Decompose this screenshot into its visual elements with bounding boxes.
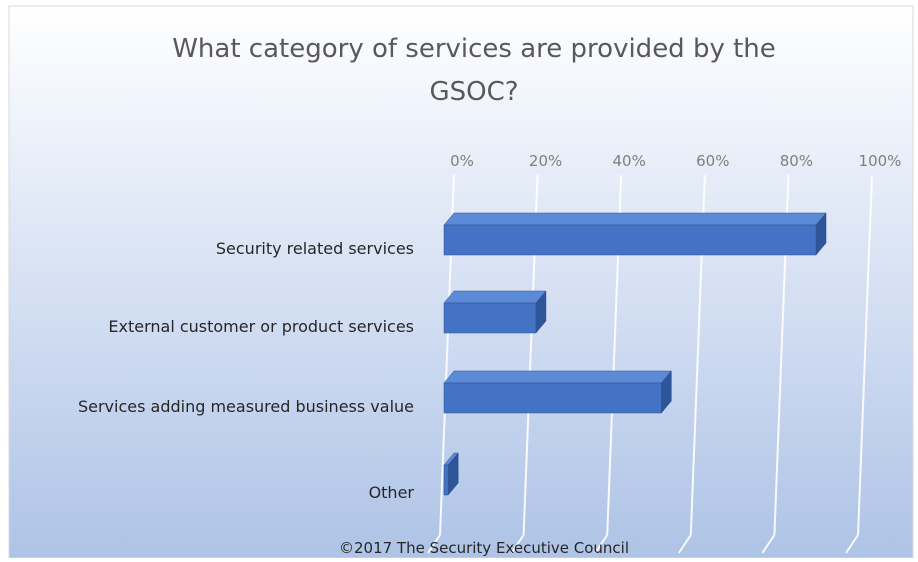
x-tick-label-20: 20%: [529, 152, 562, 170]
bar-1: [443, 212, 827, 256]
gridline-floor-100: [845, 534, 859, 554]
bar-2: [443, 290, 547, 334]
bar-top-face: [443, 370, 672, 384]
x-tick-label-100: 100%: [859, 152, 902, 170]
chart-background: [8, 5, 914, 559]
category-label-1: Security related services: [216, 239, 414, 258]
gridline-floor-80: [761, 534, 776, 554]
gridline-floor-20: [510, 534, 525, 554]
category-label-4: Other: [369, 483, 415, 502]
chart-title-line-2: GSOC?: [429, 77, 518, 107]
gridline-100: [857, 174, 873, 536]
x-tick-label-0: 0%: [450, 152, 474, 170]
bar-front-face: [443, 382, 662, 414]
bar-top-face: [443, 290, 547, 304]
bar-front-face: [443, 464, 449, 496]
category-label-2: External customer or product services: [108, 317, 414, 336]
bar-3: [443, 370, 672, 414]
category-labels: Security related services External custom…: [78, 239, 414, 502]
x-tick-label-80: 80%: [780, 152, 813, 170]
bar-front-face: [443, 224, 817, 256]
category-label-3: Services adding measured business value: [78, 397, 414, 416]
gridline-floor-60: [677, 534, 692, 554]
bar-4: [443, 452, 459, 496]
gridline-floor-40: [594, 534, 609, 554]
gridline-floor-0: [427, 534, 441, 554]
bar-top-face: [443, 212, 827, 226]
bar-front-face: [443, 302, 537, 334]
x-tick-label-40: 40%: [613, 152, 646, 170]
chart-title-line-1: What category of services are provided b…: [172, 34, 776, 64]
bars: [443, 212, 827, 496]
copyright-footer: ©2017 The Security Executive Council: [339, 539, 629, 557]
x-axis-ticks: 0% 20% 40% 60% 80% 100%: [450, 152, 901, 170]
x-tick-label-60: 60%: [696, 152, 729, 170]
